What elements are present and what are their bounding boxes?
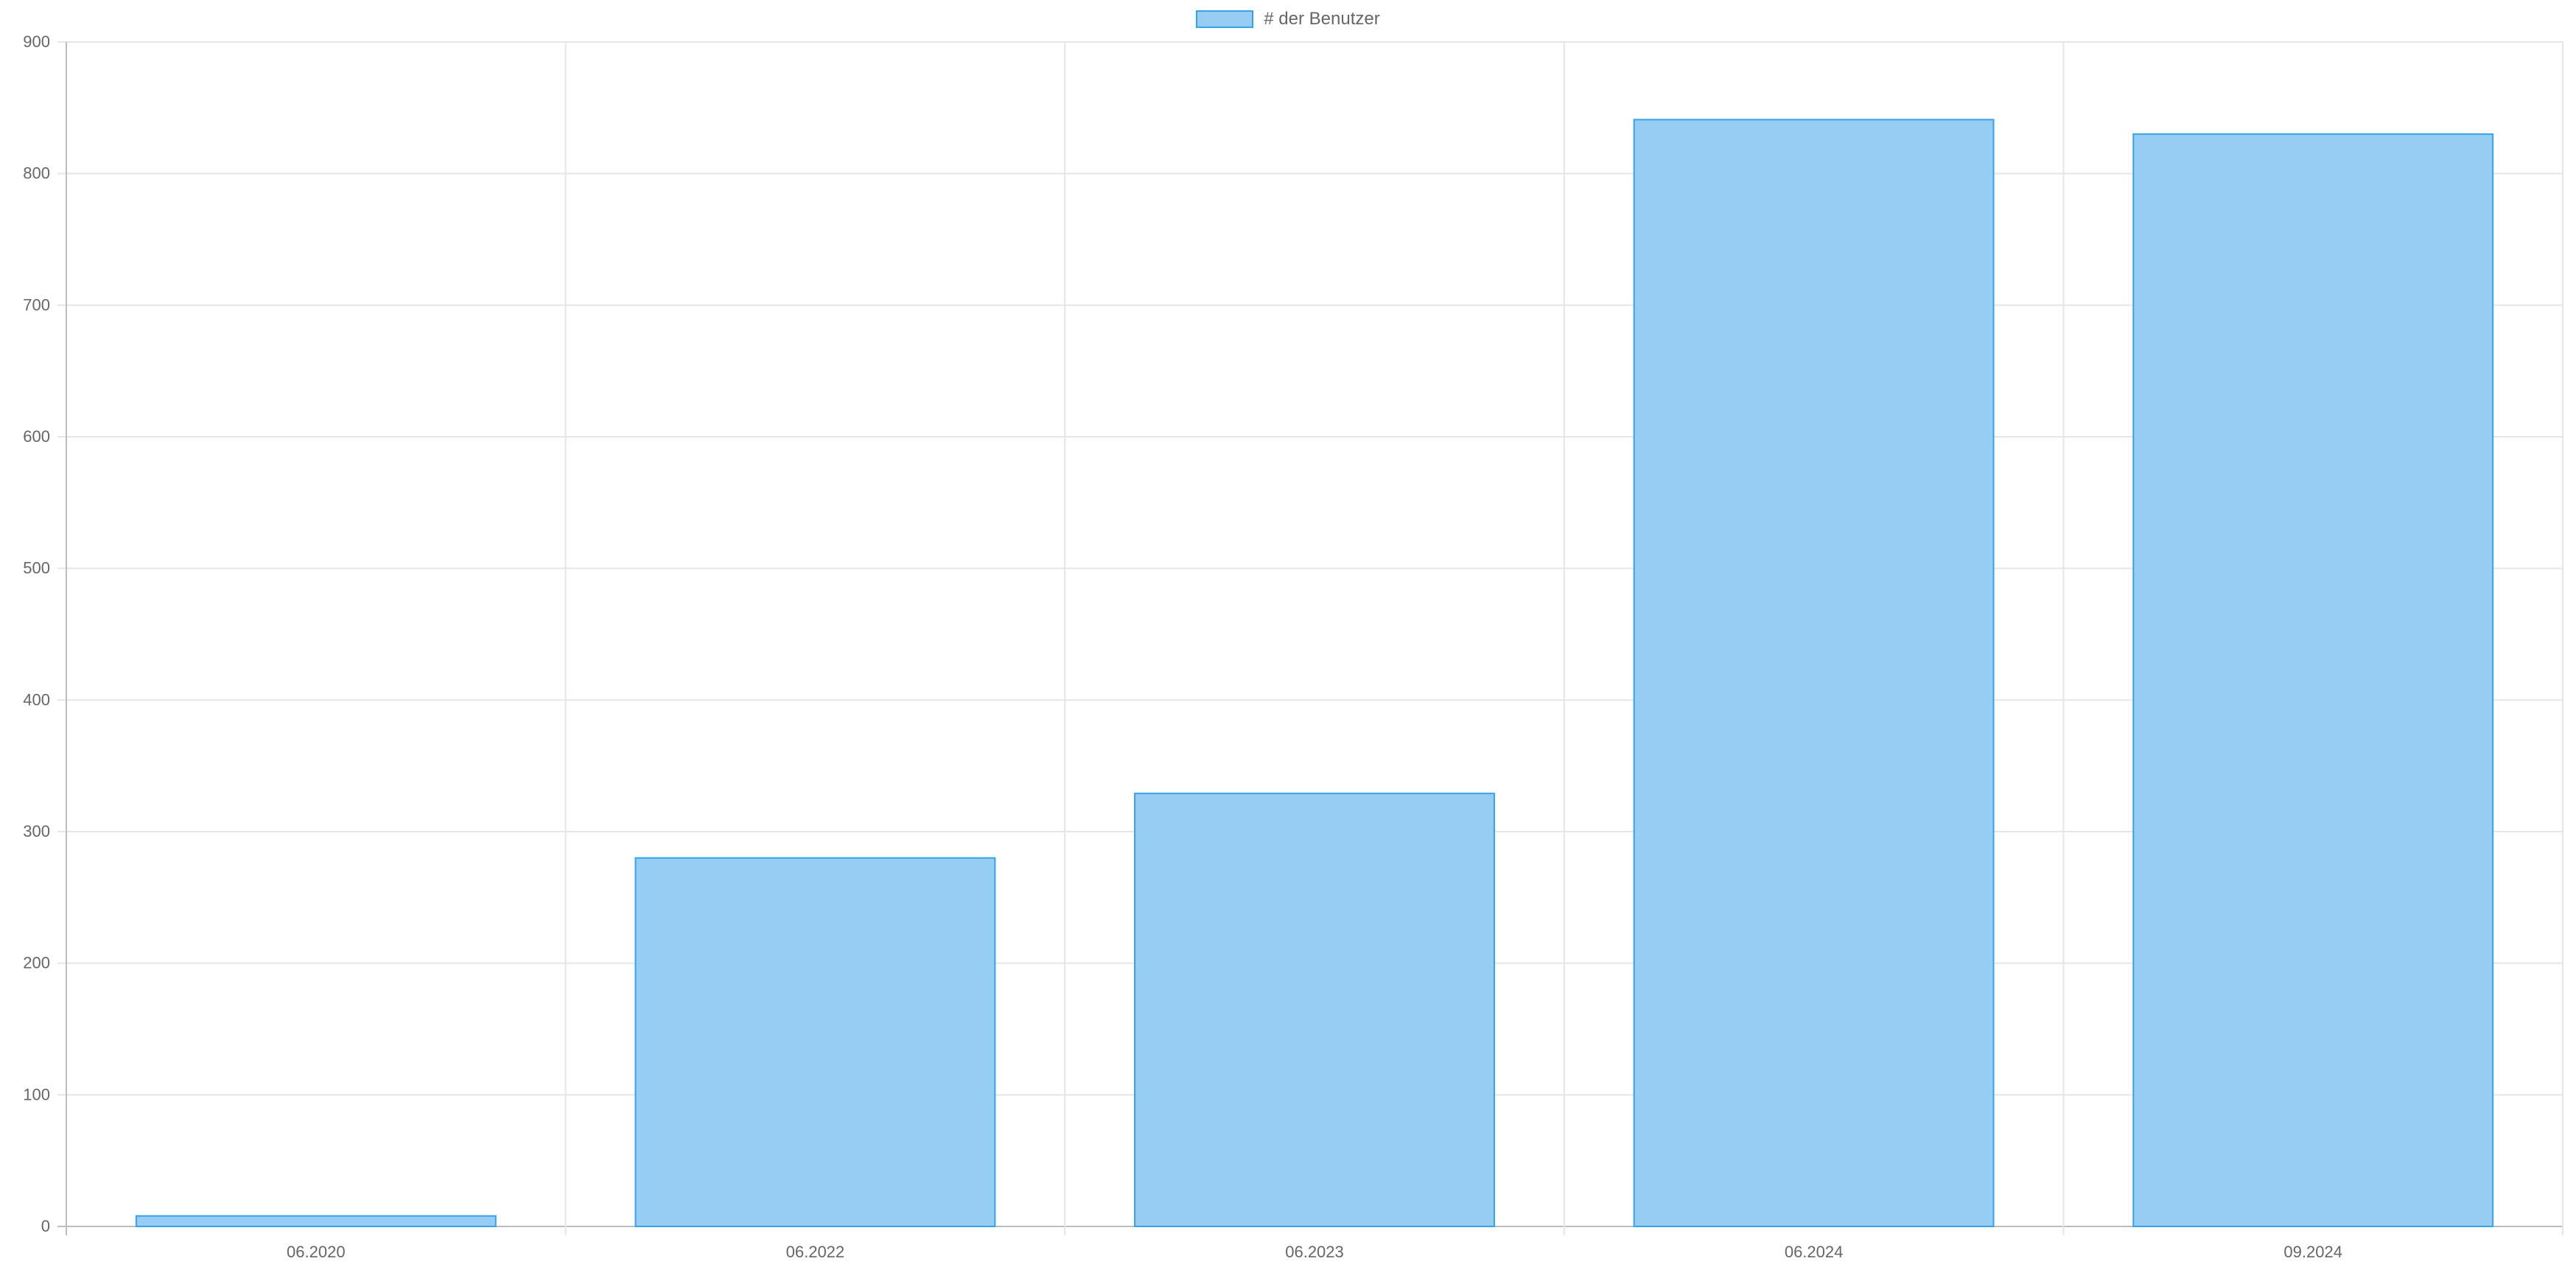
bar	[1134, 793, 1495, 1227]
x-tick-label: 06.2024	[1785, 1243, 1844, 1261]
y-tick-label: 0	[41, 1217, 50, 1235]
bar	[2132, 133, 2494, 1228]
bar	[634, 857, 996, 1227]
y-tick-label: 800	[23, 164, 50, 183]
x-tick-label: 06.2020	[287, 1243, 346, 1261]
x-tick-label: 09.2024	[2283, 1243, 2342, 1261]
y-tick-label: 200	[23, 954, 50, 972]
x-tick-label: 06.2022	[786, 1243, 845, 1261]
y-tick-label: 400	[23, 690, 50, 709]
bar	[1633, 119, 1995, 1227]
y-tick-label: 600	[23, 427, 50, 446]
y-tick-label: 300	[23, 822, 50, 840]
bar	[135, 1215, 497, 1227]
x-tick-label: 06.2023	[1285, 1243, 1344, 1261]
legend[interactable]: # der Benutzer	[0, 4, 2576, 34]
y-tick-label: 900	[23, 32, 50, 51]
legend-swatch	[1196, 10, 1254, 28]
legend-label: # der Benutzer	[1264, 9, 1380, 29]
y-tick-label: 100	[23, 1085, 50, 1103]
y-tick-label: 500	[23, 559, 50, 577]
y-tick-label: 700	[23, 295, 50, 314]
